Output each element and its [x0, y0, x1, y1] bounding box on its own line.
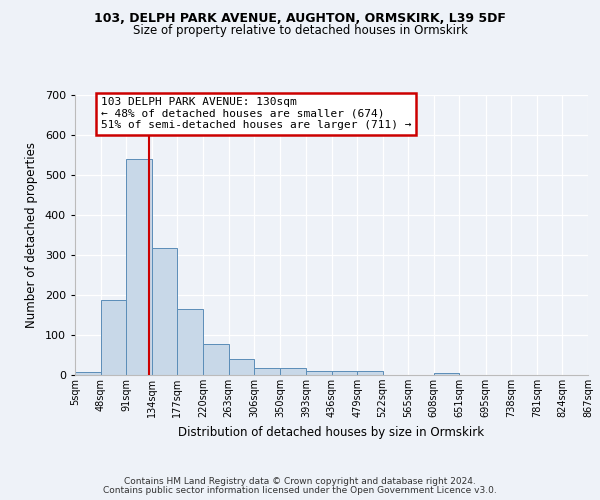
Text: Size of property relative to detached houses in Ormskirk: Size of property relative to detached ho…: [133, 24, 467, 37]
Text: 103 DELPH PARK AVENUE: 130sqm
← 48% of detached houses are smaller (674)
51% of : 103 DELPH PARK AVENUE: 130sqm ← 48% of d…: [101, 97, 411, 130]
Text: Contains public sector information licensed under the Open Government Licence v3: Contains public sector information licen…: [103, 486, 497, 495]
Bar: [331, 371, 357, 375]
Bar: [357, 371, 383, 375]
Bar: [75, 372, 101, 375]
X-axis label: Distribution of detached houses by size in Ormskirk: Distribution of detached houses by size …: [178, 426, 485, 438]
Bar: [280, 368, 306, 375]
Bar: [101, 300, 126, 375]
Bar: [306, 371, 331, 375]
Bar: [434, 373, 460, 375]
Bar: [152, 248, 178, 375]
Text: 103, DELPH PARK AVENUE, AUGHTON, ORMSKIRK, L39 5DF: 103, DELPH PARK AVENUE, AUGHTON, ORMSKIR…: [94, 12, 506, 26]
Bar: [229, 359, 254, 375]
Bar: [126, 159, 152, 375]
Bar: [254, 368, 280, 375]
Y-axis label: Number of detached properties: Number of detached properties: [25, 142, 38, 328]
Bar: [203, 344, 229, 375]
Bar: [178, 309, 203, 375]
Text: Contains HM Land Registry data © Crown copyright and database right 2024.: Contains HM Land Registry data © Crown c…: [124, 477, 476, 486]
